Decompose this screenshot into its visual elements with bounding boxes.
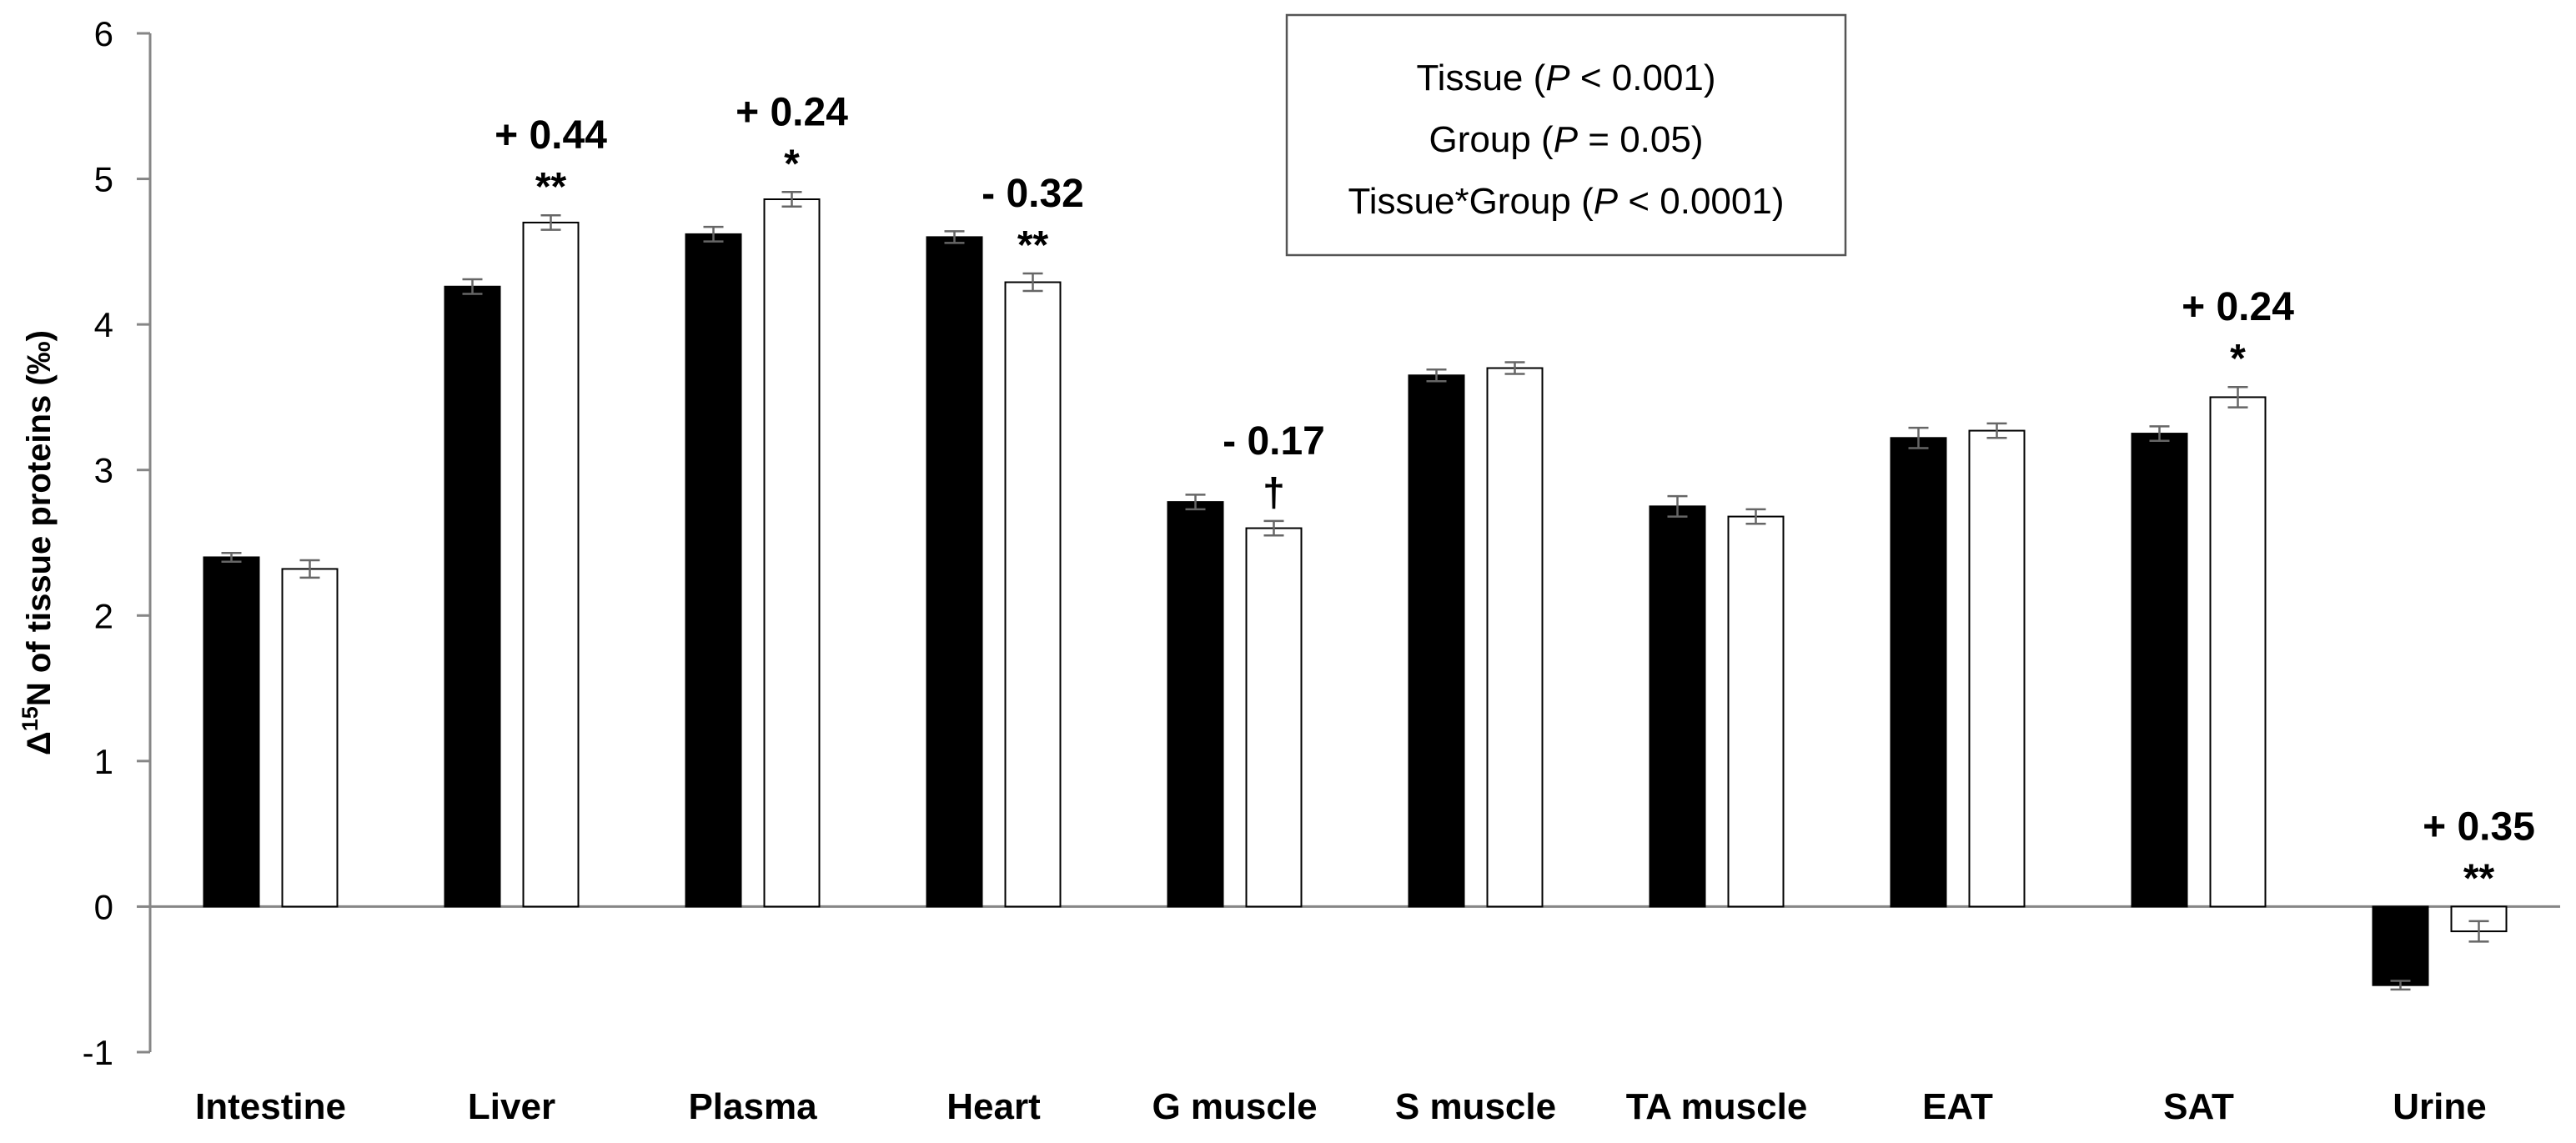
white-bar: [522, 221, 580, 908]
white-bar: [1245, 527, 1303, 908]
x-tick-label: Intestine: [195, 1086, 346, 1127]
x-tick-label: SAT: [2163, 1086, 2234, 1127]
white-bar: [1004, 281, 1062, 908]
difference-label: + 0.35: [2423, 805, 2535, 849]
bar-group-g-muscle: [1167, 494, 1303, 908]
black-bar: [1167, 501, 1224, 908]
difference-label: - 0.32: [982, 172, 1084, 216]
y-tick-label: 2: [94, 596, 113, 635]
bar-group-s-muscle: [1408, 361, 1544, 908]
bar-group-plasma: [685, 191, 821, 908]
significance-marker: *: [2230, 337, 2246, 381]
y-tick-label: -1: [83, 1033, 113, 1072]
y-tick-label: 0: [94, 887, 113, 926]
difference-label: + 0.24: [2182, 285, 2294, 329]
significance-marker: †: [1263, 471, 1285, 515]
bars: Intestine Liver Plasma Heart G muscle S muscl…: [195, 191, 2508, 1127]
significance-marker: *: [784, 142, 800, 186]
white-bar: [281, 568, 339, 908]
bar-group-heart: [926, 230, 1062, 908]
x-tick-label: TA muscle: [1626, 1086, 1808, 1127]
y-tick-label: 3: [94, 451, 113, 490]
significance-marker: **: [1017, 223, 1049, 268]
white-bar: [1486, 367, 1544, 908]
white-bar: [763, 198, 821, 908]
difference-label: + 0.44: [495, 113, 607, 158]
x-tick-label: G muscle: [1152, 1086, 1317, 1127]
y-tick-label: 1: [94, 742, 113, 781]
x-tick-label: S muscle: [1395, 1086, 1556, 1127]
x-tick-label: Plasma: [688, 1086, 817, 1127]
x-tick-label: Urine: [2393, 1086, 2486, 1127]
black-bar: [444, 285, 501, 908]
black-bar: [685, 233, 742, 908]
black-bar: [1649, 505, 1706, 908]
white-bar: [1727, 515, 1785, 908]
black-bar: [203, 556, 260, 908]
x-tick-label: Heart: [947, 1086, 1041, 1127]
significance-marker: **: [535, 165, 567, 209]
stats-line: Group (P = 0.05): [1429, 119, 1704, 160]
difference-label: + 0.24: [736, 90, 848, 134]
stats-box: Tissue (P < 0.001) Group (P = 0.05) Tissue…: [1285, 13, 1847, 257]
black-bar: [2131, 433, 2188, 908]
white-bar: [1968, 429, 2026, 908]
white-bar: [2209, 396, 2267, 908]
black-bar: [2372, 905, 2429, 986]
y-tick-label: 5: [94, 160, 113, 199]
significance-marker: **: [2463, 856, 2495, 900]
stats-line: Tissue*Group (P < 0.0001): [1348, 181, 1785, 222]
x-tick-label: EAT: [1922, 1086, 1993, 1127]
stats-line: Tissue (P < 0.001): [1416, 58, 1715, 98]
bar-group-urine: [2372, 905, 2508, 991]
y-tick-label: 6: [94, 14, 113, 53]
bar-group-sat: [2131, 385, 2267, 908]
y-tick-label: 4: [94, 305, 113, 344]
y-axis-label: Δ15N of tissue proteins (‰): [18, 330, 58, 755]
difference-label: - 0.17: [1223, 419, 1325, 464]
black-bar: [926, 236, 983, 908]
bar-group-ta-muscle: [1649, 494, 1785, 908]
bar-group-eat: [1890, 422, 2026, 908]
black-bar: [1408, 374, 1465, 908]
stats-box-frame: [1285, 13, 1847, 257]
black-bar: [1890, 437, 1947, 908]
bar-group-intestine: [203, 551, 339, 908]
x-tick-label: Liver: [468, 1086, 555, 1127]
bar-group-liver: [444, 213, 580, 908]
annotations: ** + 0.44 * + 0.24 ** - 0.32 † - 0.17 * + 0.24 ** +…: [495, 90, 2535, 900]
